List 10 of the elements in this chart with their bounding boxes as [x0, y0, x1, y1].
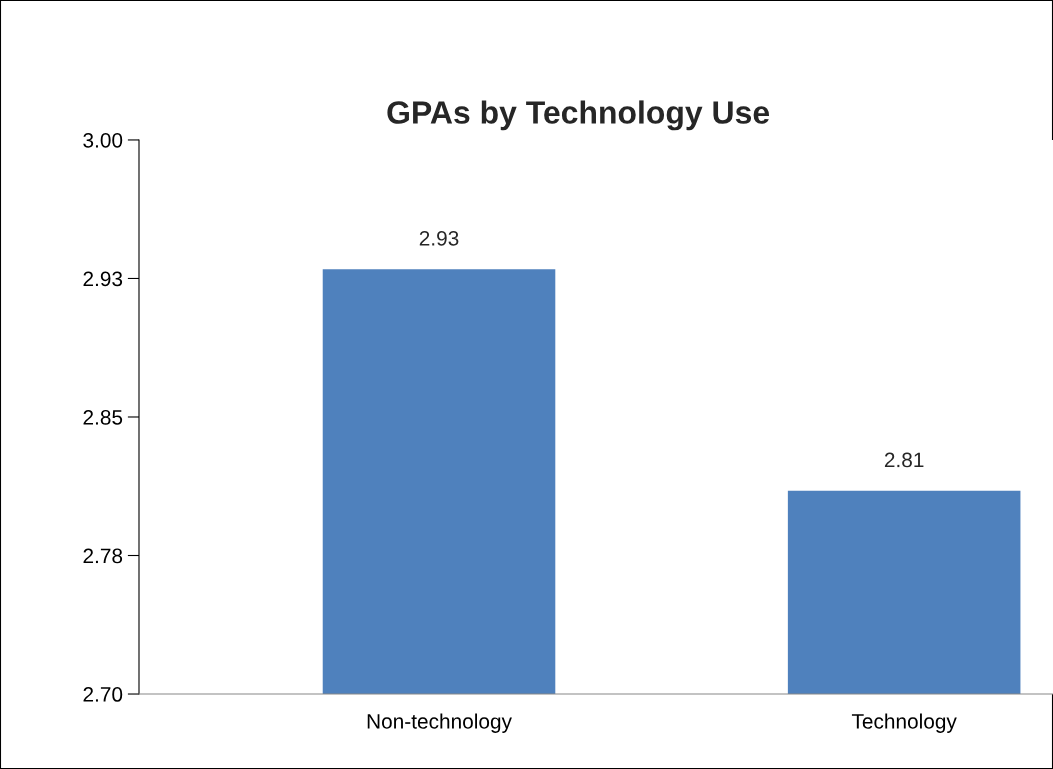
data-label: 2.81: [884, 452, 924, 468]
y-tick-label: 2.85: [83, 409, 123, 425]
y-tick-label: 2.78: [83, 548, 123, 564]
y-tick-label: 2.70: [83, 687, 123, 702]
chart-title: GPAs by Technology Use: [387, 100, 770, 131]
x-tick-label: Technology: [851, 713, 957, 733]
x-tick-label: Non-technology: [367, 713, 512, 733]
data-label: 2.93: [419, 230, 459, 246]
y-tick-label: 3.00: [83, 132, 123, 148]
y-tick-label: 2.93: [83, 271, 123, 287]
